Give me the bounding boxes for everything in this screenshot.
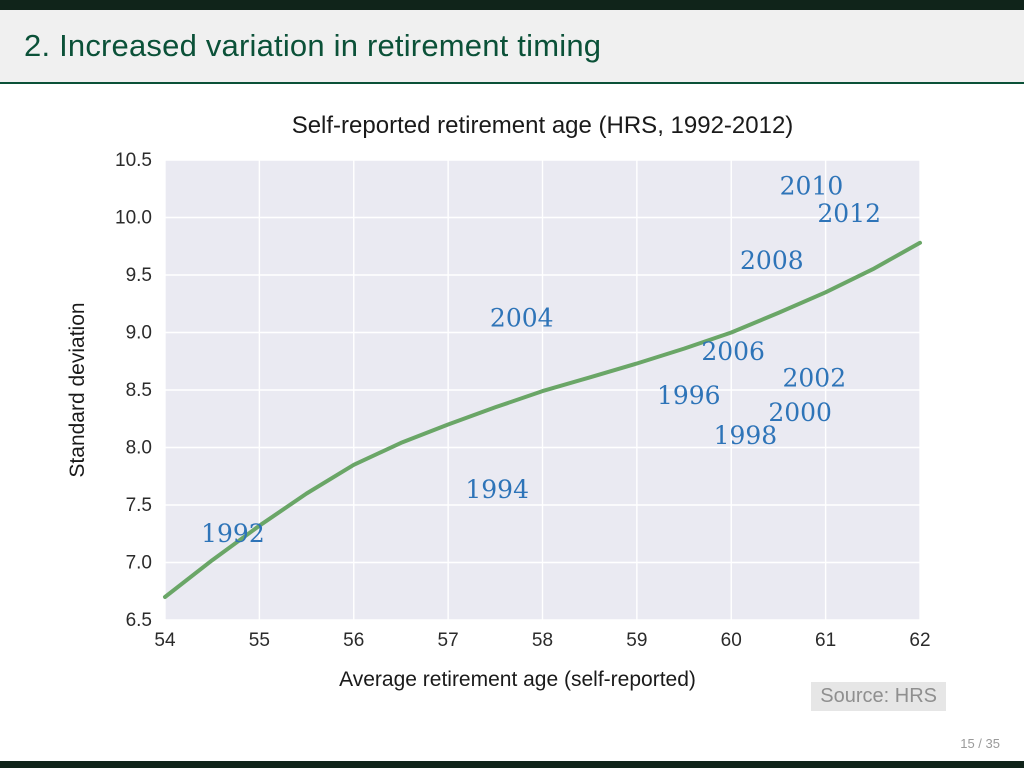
y-tick-label: 9.5 [126,265,152,286]
bottom-decoration-bar [0,761,1024,768]
chart-title: Self-reported retirement age (HRS, 1992-… [291,112,794,139]
x-tick-label: 57 [438,630,459,651]
page-number: 15 / 35 [960,736,1000,751]
year-annotation-2004: 2004 [490,304,554,333]
x-tick-label: 60 [721,630,742,651]
source-note: Source: HRS [811,682,946,711]
y-tick-label: 7.5 [126,495,152,516]
y-tick-label: 8.0 [126,438,152,459]
slide-header: 2. Increased variation in retirement tim… [0,10,1024,84]
year-annotation-2000: 2000 [768,398,832,427]
year-annotation-1992: 1992 [201,519,265,548]
x-tick-label: 55 [249,630,270,651]
year-annotation-2012: 2012 [817,199,881,228]
year-annotation-1994: 1994 [465,475,529,504]
x-tick-label: 61 [815,630,836,651]
y-tick-label: 9.0 [126,323,152,344]
y-tick-label: 10.5 [115,150,152,171]
year-annotation-2008: 2008 [740,246,804,275]
slide-title: 2. Increased variation in retirement tim… [24,28,602,63]
x-tick-label: 58 [532,630,553,651]
y-tick-label: 8.5 [126,380,152,401]
year-annotation-1996: 1996 [657,381,721,410]
trend-line [163,240,922,599]
y-axis-label: Standard deviation [66,302,89,478]
year-annotation-2010: 2010 [780,171,844,200]
year-annotation-2002: 2002 [782,364,846,393]
y-tick-label: 7.0 [126,553,152,574]
x-axis-label: Average retirement age (self-reported) [339,668,696,691]
x-tick-label: 56 [343,630,364,651]
x-tick-label: 59 [626,630,647,651]
x-tick-label: 62 [909,630,930,651]
top-decoration-bar [0,0,1024,10]
y-tick-label: 6.5 [126,610,152,631]
year-annotation-2006: 2006 [701,337,765,366]
year-annotation-1998: 1998 [714,421,778,450]
y-tick-label: 10.0 [115,208,152,229]
x-tick-label: 54 [154,630,176,651]
